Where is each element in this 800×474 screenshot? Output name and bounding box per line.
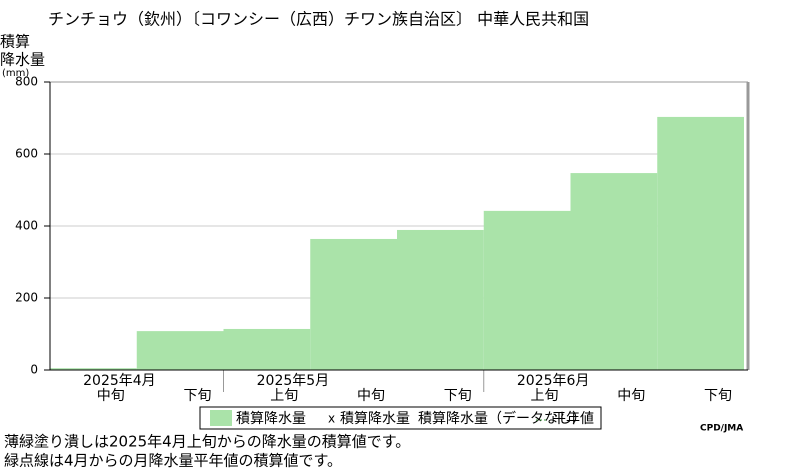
y-tick-label: 400 <box>15 219 38 233</box>
legend: 積算降水量 x 積算降水量 積算降水量（データなし） 平年値 <box>199 406 602 430</box>
x-tick-label: 上旬 <box>270 388 298 404</box>
legend-label: 積算降水量 <box>236 411 306 427</box>
y-axis-label: 積算 <box>0 33 30 51</box>
x-tick-label: 上旬 <box>530 388 558 404</box>
x-tick-label: 中旬 <box>97 388 125 404</box>
note: 薄緑塗り潰しは2025年4月上旬からの降水量の積算値です。 <box>4 433 410 451</box>
bar <box>657 116 744 370</box>
x-tick-label: 下旬 <box>183 388 211 404</box>
bar <box>50 368 137 370</box>
bar <box>397 229 484 370</box>
legend-box <box>199 406 602 430</box>
y-tick-label: 600 <box>15 147 38 161</box>
month-label: 2025年5月 <box>257 373 330 389</box>
bar <box>223 328 311 370</box>
legend-swatch <box>210 410 232 426</box>
month-label: 2025年4月 <box>83 373 156 389</box>
chart-title: チンチョウ（欽州）〔コワンシー（広西）チワン族自治区〕 中華人民共和国 <box>48 10 589 29</box>
bar <box>483 210 571 370</box>
bar <box>136 331 224 370</box>
x-tick-label: 中旬 <box>617 388 645 404</box>
month-label: 2025年6月 <box>517 373 590 389</box>
x-tick-label: 下旬 <box>444 388 472 404</box>
y-tick-label: 200 <box>15 291 38 305</box>
y-axis-label: (mm) <box>2 68 29 79</box>
legend-label: 積算降水量 <box>340 411 410 427</box>
legend-symbol: x <box>328 412 335 426</box>
credit: CPD/JMA <box>700 424 743 434</box>
x-tick-label: 中旬 <box>357 388 385 404</box>
y-axis-label: 降水量 <box>0 51 45 69</box>
y-tick-label: 800 <box>15 75 38 89</box>
note: 緑点線は4月からの月降水量平年値の積算値です。 <box>4 452 342 470</box>
legend-label: 積算降水量（データなし） <box>418 410 586 427</box>
y-tick-label: 0 <box>30 363 38 377</box>
bar <box>570 173 658 370</box>
x-tick-label: 下旬 <box>704 388 732 404</box>
bar <box>310 238 397 370</box>
legend-label: 平年値 <box>552 411 594 427</box>
